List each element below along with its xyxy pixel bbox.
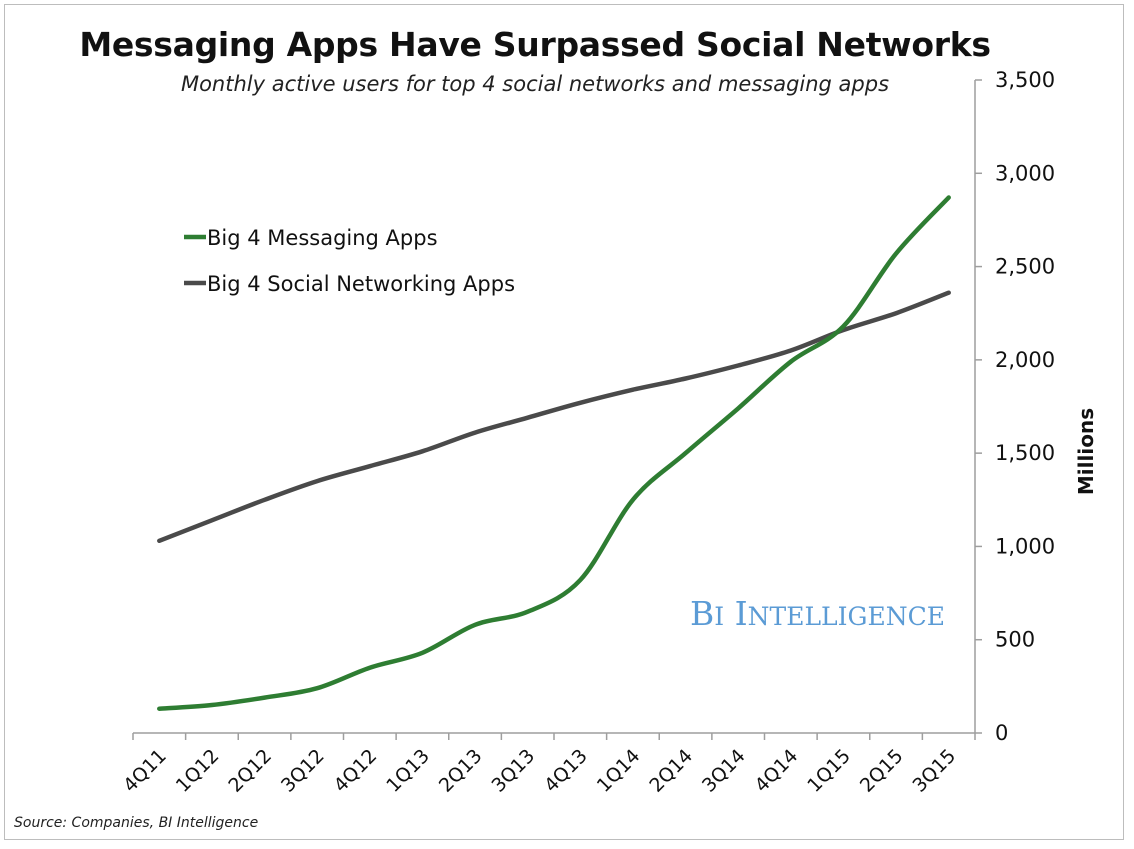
watermark-capital: B bbox=[690, 594, 714, 633]
series-line-messaging bbox=[157, 195, 951, 711]
legend: Big 4 Messaging Apps Big 4 Social Network… bbox=[184, 226, 515, 296]
y-tick-label: 1,500 bbox=[995, 441, 1055, 465]
y-tick-label: 2,000 bbox=[995, 348, 1055, 372]
legend-item-messaging: Big 4 Messaging Apps bbox=[184, 226, 438, 250]
axes: 4Q11 1Q12 2Q12 3Q12 4Q12 1Q13 2Q13 3Q13 4Q13 1Q14… bbox=[119, 68, 1098, 797]
series-line-social bbox=[157, 290, 951, 544]
watermark-small: NTELLIGENCE bbox=[748, 602, 945, 631]
y-tick-label: 500 bbox=[995, 628, 1035, 652]
watermark-capital: I bbox=[724, 594, 748, 633]
legend-item-social: Big 4 Social Networking Apps bbox=[184, 272, 515, 296]
x-tick-label: 1Q14 bbox=[593, 745, 645, 797]
chart-frame bbox=[4, 4, 1124, 840]
x-tick-label: 3Q14 bbox=[698, 745, 750, 797]
x-tick-label: 2Q12 bbox=[224, 745, 276, 797]
legend-label: Big 4 Messaging Apps bbox=[207, 226, 438, 250]
x-tick-label: 1Q15 bbox=[803, 745, 855, 797]
x-tick-label: 4Q14 bbox=[751, 745, 803, 797]
x-tick-label: 3Q13 bbox=[487, 745, 539, 797]
x-tick-label: 1Q12 bbox=[172, 745, 224, 797]
series-layer bbox=[157, 195, 951, 711]
x-tick-label: 3Q15 bbox=[908, 745, 960, 797]
x-tick-label: 4Q13 bbox=[540, 745, 592, 797]
chart-title: Messaging Apps Have Surpassed Social Net… bbox=[79, 25, 991, 64]
x-tick-label: 1Q13 bbox=[382, 745, 434, 797]
watermark-text: BI INTELLIGENCE bbox=[690, 594, 945, 633]
y-tick-label: 3,000 bbox=[995, 161, 1055, 185]
x-tick-label: 4Q11 bbox=[119, 745, 171, 797]
source-note: Source: Companies, BI Intelligence bbox=[14, 815, 259, 831]
x-tick-label: 4Q12 bbox=[330, 745, 382, 797]
x-tick-label: 2Q14 bbox=[645, 745, 697, 797]
x-tick-label: 2Q15 bbox=[856, 745, 908, 797]
x-tick-label: 3Q12 bbox=[277, 745, 329, 797]
y-axis-title: Millions bbox=[1074, 408, 1098, 495]
legend-label: Big 4 Social Networking Apps bbox=[207, 272, 515, 296]
y-tick-label: 2,500 bbox=[995, 255, 1055, 279]
y-tick-label: 1,000 bbox=[995, 534, 1055, 558]
watermark-small: I bbox=[714, 602, 724, 631]
chart-subtitle: Monthly active users for top 4 social ne… bbox=[180, 72, 890, 96]
y-tick-label: 0 bbox=[995, 721, 1008, 745]
y-tick-label: 3,500 bbox=[995, 68, 1055, 92]
x-tick-label: 2Q13 bbox=[435, 745, 487, 797]
